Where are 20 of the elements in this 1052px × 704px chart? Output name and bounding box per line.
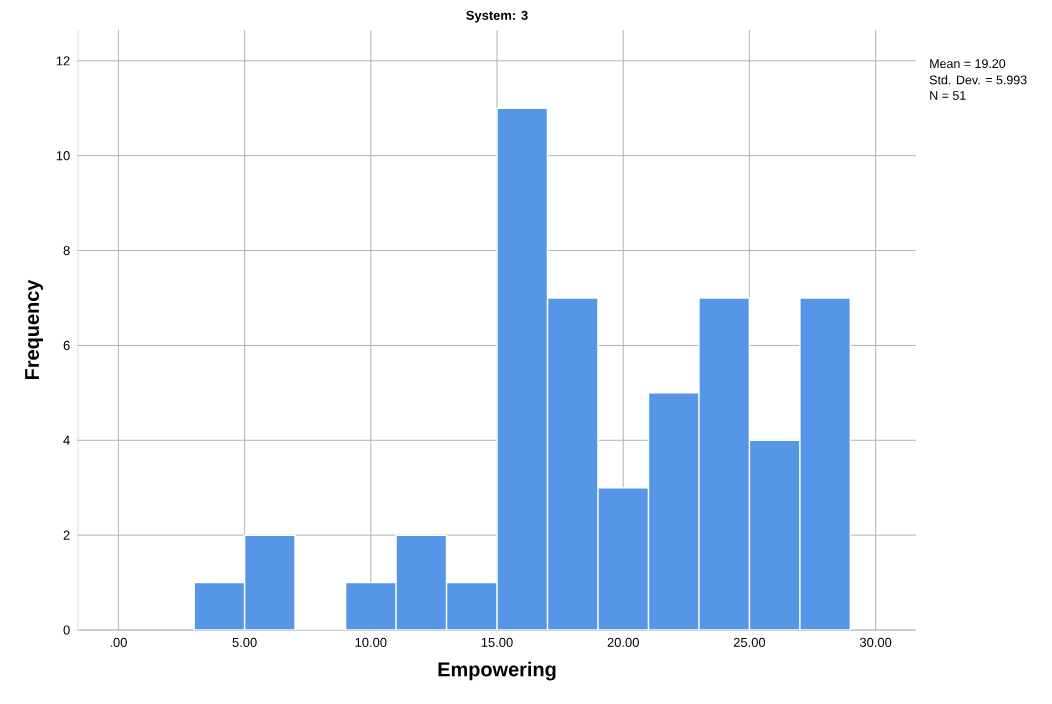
y-tick-label: 8 [63, 245, 70, 256]
x-tick-label: 5.00 [232, 637, 257, 647]
text: Std. Dev. = 5.993 [929, 75, 1027, 85]
x-tick-label: 30.00 [859, 637, 892, 647]
y-axis-title: Frequency [25, 279, 43, 380]
x-tick-label: 15.00 [481, 637, 513, 647]
x-tick-label: 25.00 [733, 637, 766, 647]
text: N = 51 [930, 91, 966, 100]
x-tick-label: 10.00 [355, 637, 387, 647]
x-axis-title: Empowering [438, 661, 556, 681]
chart-title: System: 3 [466, 10, 528, 23]
x-tick-label: 20.00 [607, 637, 639, 647]
y-tick-label: 10 [56, 151, 70, 161]
text: Mean = 19.20 [930, 59, 1006, 69]
y-tick-label: 0 [63, 625, 70, 635]
x-tick-label: .00 [110, 637, 127, 647]
y-tick-label: 12 [56, 56, 70, 66]
y-tick-label: 6 [63, 340, 70, 350]
y-tick-label: 2 [63, 530, 70, 540]
y-tick-label: 4 [63, 435, 70, 445]
